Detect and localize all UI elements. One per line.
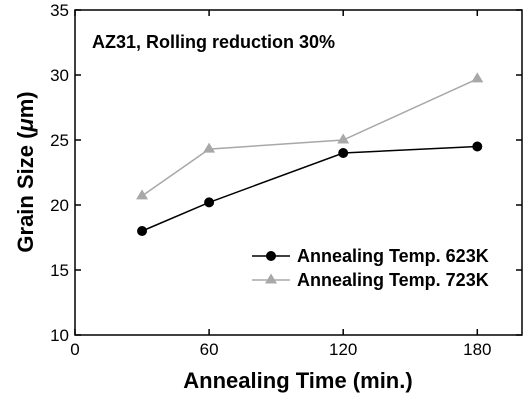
legend-label-623k: Annealing Temp. 623K bbox=[297, 246, 489, 266]
legend-label-723k: Annealing Temp. 723K bbox=[297, 270, 489, 290]
x-tick-label: 180 bbox=[463, 340, 491, 359]
legend-marker-623k bbox=[266, 251, 276, 261]
y-tick-label: 30 bbox=[50, 66, 69, 85]
series-line-623k bbox=[141, 145, 478, 232]
series-line-723k bbox=[141, 78, 478, 197]
y-tick-label: 20 bbox=[50, 196, 69, 215]
plot-frame bbox=[74, 9, 523, 336]
data-point-623k bbox=[137, 226, 148, 236]
x-tick-label: 120 bbox=[329, 340, 357, 359]
x-axis-ticks: 0 60 120 180 bbox=[70, 10, 491, 359]
y-tick-label: 25 bbox=[50, 131, 69, 150]
data-point-723k bbox=[337, 133, 350, 144]
y-tick-label: 15 bbox=[50, 261, 69, 280]
data-point-623k bbox=[204, 197, 215, 208]
x-tick-label: 0 bbox=[70, 340, 79, 359]
y-axis-ticks: 10 15 20 25 30 35 bbox=[50, 1, 522, 345]
y-tick-label: 10 bbox=[50, 326, 69, 345]
legend: Annealing Temp. 623K Annealing Temp. 723… bbox=[252, 246, 489, 290]
legend-marker-723k bbox=[265, 273, 277, 284]
y-axis-title: Grain Size (μm) bbox=[13, 91, 38, 252]
y-axis-title-part1: Grain Size ( bbox=[13, 131, 38, 253]
x-tick-label: 60 bbox=[200, 340, 219, 359]
y-axis-title-mu: μ bbox=[13, 118, 38, 132]
data-point-723k bbox=[471, 72, 484, 83]
data-point-723k bbox=[136, 189, 149, 200]
series-layer bbox=[136, 72, 484, 236]
data-point-623k bbox=[338, 148, 349, 158]
x-axis-title: Annealing Time (min.) bbox=[183, 368, 412, 393]
y-axis-title-part2: m) bbox=[13, 91, 38, 118]
annotation-text: AZ31, Rolling reduction 30% bbox=[92, 32, 335, 52]
y-tick-label: 35 bbox=[50, 1, 69, 20]
data-point-623k bbox=[472, 141, 483, 152]
data-point-723k bbox=[203, 142, 216, 153]
